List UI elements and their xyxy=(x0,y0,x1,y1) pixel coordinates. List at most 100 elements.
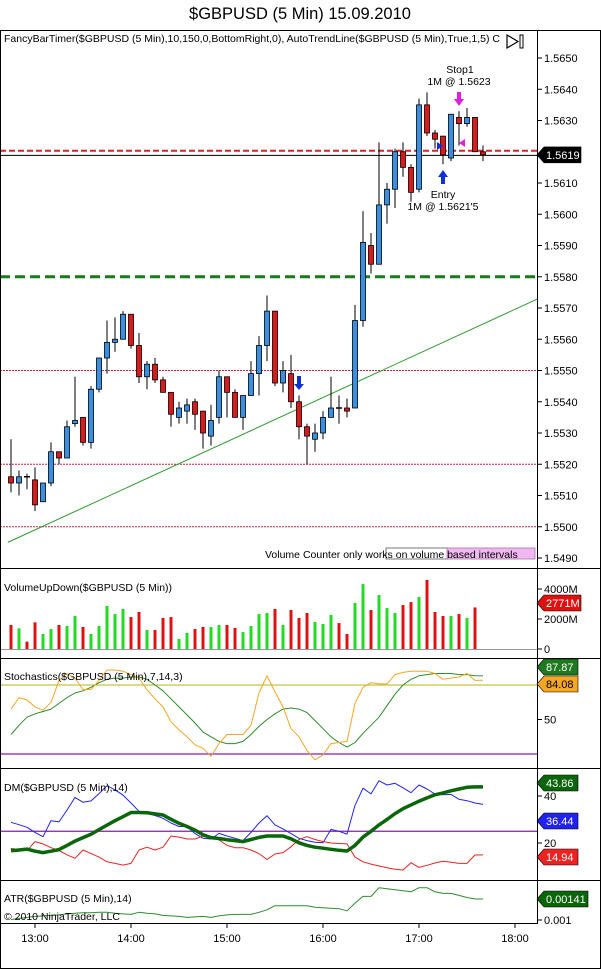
auto-trend-line[interactable] xyxy=(7,296,545,543)
volume-bar[interactable] xyxy=(41,634,45,649)
candle[interactable] xyxy=(288,354,294,408)
candle[interactable] xyxy=(96,357,102,393)
candle[interactable] xyxy=(440,135,446,165)
volume-bar[interactable] xyxy=(233,628,237,649)
price-panel[interactable] xyxy=(0,92,545,543)
volume-bar[interactable] xyxy=(353,602,357,649)
volume-bar[interactable] xyxy=(377,595,381,649)
atr-line[interactable] xyxy=(10,887,483,920)
adx-line[interactable] xyxy=(10,785,483,855)
volume-bar[interactable] xyxy=(105,605,109,649)
candle[interactable] xyxy=(248,361,254,396)
volume-bar[interactable] xyxy=(89,634,93,649)
volume-bar[interactable] xyxy=(177,638,181,649)
atr-panel[interactable] xyxy=(10,887,483,920)
candle[interactable] xyxy=(192,398,198,430)
candle[interactable] xyxy=(424,92,430,137)
volume-bar[interactable] xyxy=(185,632,189,649)
candle[interactable] xyxy=(72,376,78,427)
candle[interactable] xyxy=(160,376,166,393)
volume-bar[interactable] xyxy=(457,614,461,649)
volume-bar[interactable] xyxy=(201,626,205,649)
volume-panel[interactable] xyxy=(0,580,537,650)
volume-bar[interactable] xyxy=(57,625,61,649)
volume-bar[interactable] xyxy=(281,625,285,649)
candle[interactable] xyxy=(120,311,126,340)
volume-bar[interactable] xyxy=(473,607,477,649)
candle[interactable] xyxy=(456,111,462,146)
candle[interactable] xyxy=(168,391,174,427)
volume-bar[interactable] xyxy=(65,626,69,649)
volume-bar[interactable] xyxy=(265,613,269,649)
volume-bar[interactable] xyxy=(337,623,341,649)
volume-bar[interactable] xyxy=(369,610,373,649)
volume-bar[interactable] xyxy=(97,626,101,649)
di-plus-line[interactable] xyxy=(10,780,484,844)
candle[interactable] xyxy=(352,304,358,409)
candle[interactable] xyxy=(232,389,238,418)
candle[interactable] xyxy=(384,183,390,224)
candle[interactable] xyxy=(64,420,70,459)
volume-bar[interactable] xyxy=(417,596,421,649)
bar-timer-icon[interactable] xyxy=(506,33,524,50)
volume-bar[interactable] xyxy=(257,614,261,649)
candle[interactable] xyxy=(152,358,158,383)
candle[interactable] xyxy=(344,398,350,418)
candle[interactable] xyxy=(224,376,230,418)
candle[interactable] xyxy=(80,416,86,446)
candle[interactable] xyxy=(480,145,486,162)
candle[interactable] xyxy=(272,310,278,387)
volume-bar[interactable] xyxy=(241,632,245,649)
volume-bar[interactable] xyxy=(9,625,13,649)
volume-bar[interactable] xyxy=(385,608,389,649)
dm-panel[interactable] xyxy=(0,780,537,871)
candle[interactable] xyxy=(320,411,326,440)
volume-bar[interactable] xyxy=(137,611,141,649)
candle[interactable] xyxy=(432,129,438,149)
volume-bar[interactable] xyxy=(321,623,325,649)
candle[interactable] xyxy=(360,211,366,327)
di-minus-line[interactable] xyxy=(10,835,484,871)
candle[interactable] xyxy=(184,398,190,424)
candle[interactable] xyxy=(400,142,406,177)
candle[interactable] xyxy=(56,451,62,465)
volume-bar[interactable] xyxy=(361,584,365,649)
volume-bar[interactable] xyxy=(289,610,293,649)
volume-bar[interactable] xyxy=(401,605,405,649)
candle[interactable] xyxy=(216,370,222,424)
candle[interactable] xyxy=(8,439,14,493)
candle[interactable] xyxy=(280,361,286,393)
candle[interactable] xyxy=(128,313,134,349)
volume-bar[interactable] xyxy=(345,634,349,649)
stoch-d-line[interactable] xyxy=(10,673,484,748)
candle[interactable] xyxy=(312,423,318,452)
candle[interactable] xyxy=(208,404,214,446)
volume-bar[interactable] xyxy=(217,625,221,649)
volume-bar[interactable] xyxy=(193,629,197,649)
candle[interactable] xyxy=(136,333,142,383)
volume-bar[interactable] xyxy=(225,625,229,649)
volume-bar[interactable] xyxy=(209,626,213,649)
volume-bar[interactable] xyxy=(329,614,333,649)
volume-bar[interactable] xyxy=(25,641,29,649)
volume-bar[interactable] xyxy=(153,629,157,649)
stoch-k-line[interactable] xyxy=(10,669,484,761)
candle[interactable] xyxy=(464,108,470,127)
volume-bar[interactable] xyxy=(441,616,445,649)
volume-bar[interactable] xyxy=(113,614,117,649)
candle[interactable] xyxy=(256,336,262,396)
volume-bar[interactable] xyxy=(81,626,85,649)
candle[interactable] xyxy=(176,401,182,424)
candle[interactable] xyxy=(200,410,206,449)
candle[interactable] xyxy=(368,233,374,274)
volume-bar[interactable] xyxy=(17,628,21,649)
candle[interactable] xyxy=(472,116,478,153)
volume-bar[interactable] xyxy=(425,580,429,649)
candle[interactable] xyxy=(304,423,310,465)
candle[interactable] xyxy=(296,395,302,440)
candle[interactable] xyxy=(24,473,30,490)
candle[interactable] xyxy=(336,395,342,424)
volume-bar[interactable] xyxy=(409,602,413,649)
volume-bar[interactable] xyxy=(169,617,173,649)
volume-bar[interactable] xyxy=(249,626,253,649)
